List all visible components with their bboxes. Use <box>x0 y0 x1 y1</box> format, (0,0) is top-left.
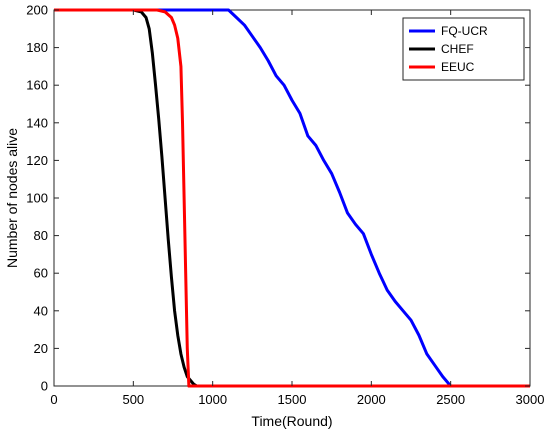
x-tick-label: 1000 <box>198 392 227 407</box>
y-tick-label: 160 <box>26 78 48 93</box>
series-line-fq-ucr <box>54 8 530 388</box>
x-tick-label: 0 <box>50 392 57 407</box>
y-tick-label: 20 <box>34 341 48 356</box>
x-tick-label: 2000 <box>357 392 386 407</box>
x-tick-label: 1500 <box>278 392 307 407</box>
legend-label-fq-ucr: FQ-UCR <box>441 24 488 38</box>
axes-layer: 0 500 1000 1500 2000 2500 3000 0 20 40 60 80 100 120 1… <box>26 3 544 408</box>
series-line-eeuc <box>54 8 530 388</box>
x-tick-label: 500 <box>122 392 144 407</box>
legend: FQ-UCR CHEF EEUC <box>402 17 525 81</box>
series-layer <box>54 8 530 388</box>
y-tick-label: 180 <box>26 40 48 55</box>
y-tick-label: 140 <box>26 115 48 130</box>
x-axis-label: Time(Round) <box>251 413 332 429</box>
x-tick-label: 3000 <box>516 392 545 407</box>
y-tick-label: 60 <box>34 266 48 281</box>
legend-label-chef: CHEF <box>441 42 474 56</box>
y-tick-label: 100 <box>26 191 48 206</box>
legend-label-eeuc: EEUC <box>441 60 475 74</box>
x-tick-label: 2500 <box>436 392 465 407</box>
y-tick-label: 200 <box>26 3 48 18</box>
y-tick-label: 0 <box>41 379 48 394</box>
y-axis-label: Number of nodes alive <box>4 128 20 268</box>
y-tick-label: 120 <box>26 153 48 168</box>
y-tick-label: 80 <box>34 228 48 243</box>
y-tick-label: 40 <box>34 303 48 318</box>
